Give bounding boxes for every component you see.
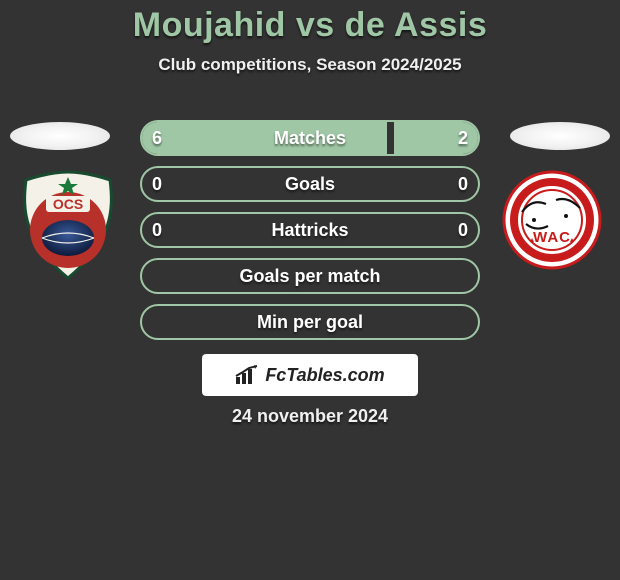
date-text: 24 november 2024 [0,406,620,427]
bar-label: Hattricks [142,214,478,246]
stat-row: Goals per match [0,258,620,294]
stat-row: Hattricks0 0 [0,212,620,248]
fctables-logo: FcTables.com [202,354,418,396]
bar-label: Min per goal [142,306,478,338]
bar-track: Min per goal [140,304,480,340]
logo-text: FcTables.com [265,365,384,386]
value-left: 6 [152,120,162,156]
value-left: 0 [152,166,162,202]
bar-label: Goals [142,168,478,200]
value-right: 0 [458,212,468,248]
bars-icon [235,365,261,385]
page-title: Moujahid vs de Assis [0,0,620,45]
stat-row: Matches6 2 [0,120,620,156]
stat-row: Goals0 0 [0,166,620,202]
value-right: 0 [458,166,468,202]
subtitle: Club competitions, Season 2024/2025 [0,55,620,75]
value-right: 2 [458,120,468,156]
bar-track: Matches [140,120,480,156]
bar-label: Matches [142,122,478,154]
comparison-card: Moujahid vs de Assis Club competitions, … [0,0,620,580]
stat-rows: Matches62Goals00Hattricks00Goals per mat… [0,120,620,350]
bar-track: Hattricks [140,212,480,248]
stat-row: Min per goal [0,304,620,340]
value-left: 0 [152,212,162,248]
bar-track: Goals [140,166,480,202]
bar-label: Goals per match [142,260,478,292]
bar-track: Goals per match [140,258,480,294]
